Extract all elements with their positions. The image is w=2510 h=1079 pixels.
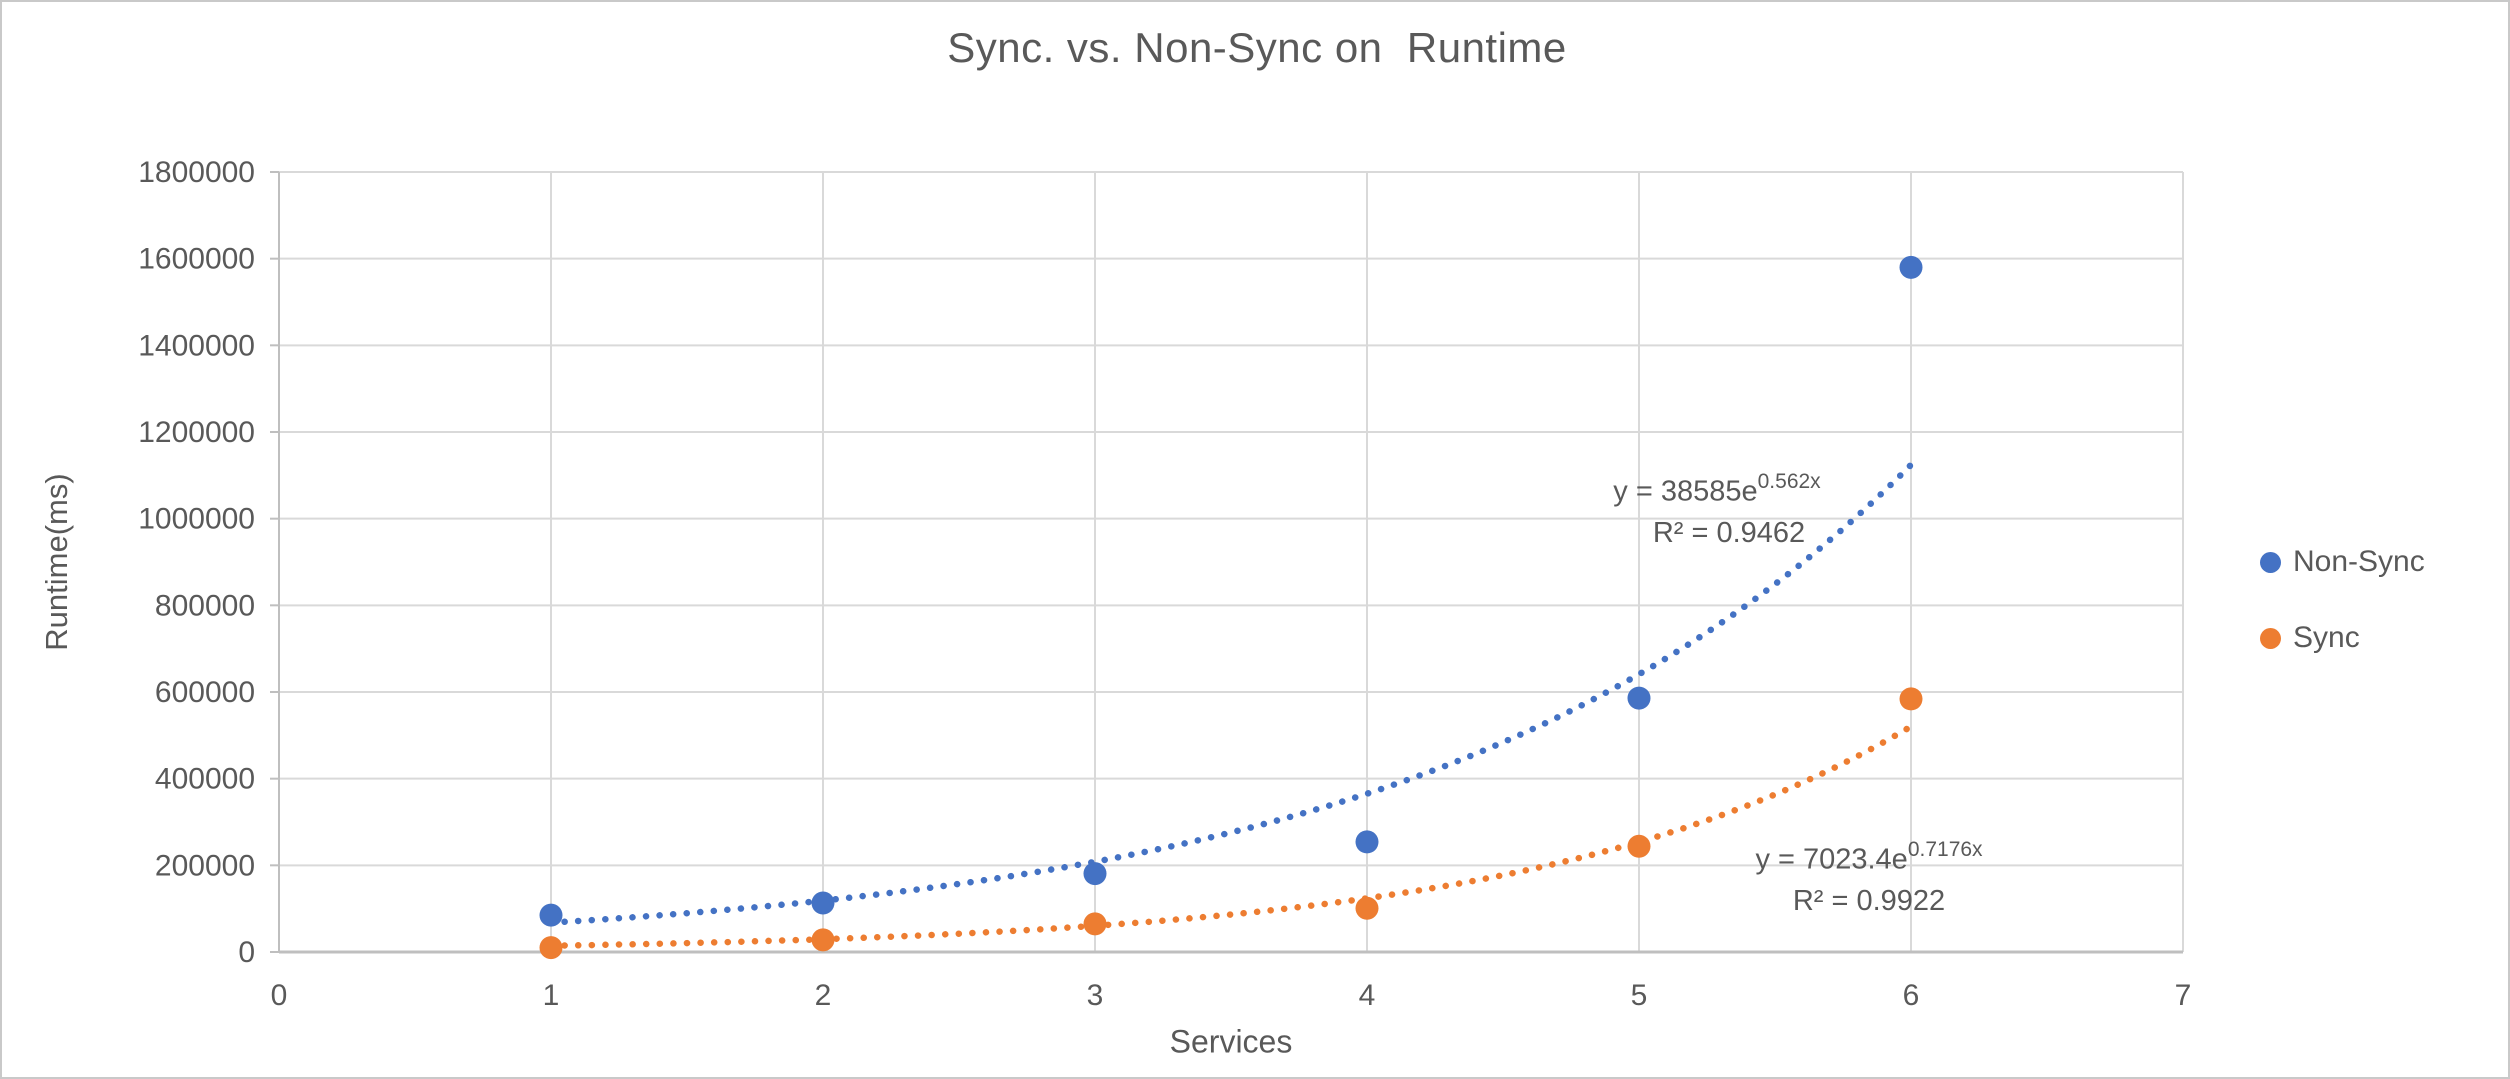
data-point-sync[interactable] [1355,896,1379,920]
legend-label: Non-Sync [2293,545,2425,578]
data-point-non-sync[interactable] [811,891,835,915]
trendline-exponent-sync: 0.7176x [1907,838,1983,861]
legend-item-non-sync[interactable]: Non-Sync [2260,540,2425,584]
x-tick-label: 6 [1903,979,1920,1012]
trendline-exponent-nonsync: 0.562x [1757,470,1821,493]
data-point-non-sync[interactable] [1899,255,1923,279]
x-tick-label: 4 [1359,979,1376,1012]
x-tick-label: 2 [815,979,832,1012]
data-point-sync[interactable] [1627,834,1651,858]
trendline-r2-sync: R² = 0.9922 [1792,884,1946,917]
data-point-sync[interactable] [811,928,835,952]
x-tick-label: 7 [2175,979,2192,1012]
x-tick-label: 0 [271,979,288,1012]
trendline-label-nonsync: y = 38585e0.562x R² = 0.9462 [1613,470,1821,550]
data-point-non-sync[interactable] [1083,862,1107,886]
y-tick-label: 1400000 [138,329,255,362]
trendline-sync[interactable] [547,723,1915,950]
x-tick-label: 5 [1631,979,1648,1012]
legend: Non-Sync Sync [2260,540,2425,692]
x-axis-title: Services [1169,1023,1293,1060]
data-point-sync[interactable] [539,936,563,960]
data-point-sync[interactable] [1899,687,1923,711]
y-tick-label: 800000 [155,589,255,622]
y-tick-label: 0 [238,936,255,969]
y-tick-label: 1800000 [138,156,255,189]
y-tick-label: 600000 [155,676,255,709]
trendline-equation-nonsync: y = 38585e0.562x [1613,470,1821,508]
data-point-non-sync[interactable] [1355,830,1379,854]
trendline-r2-nonsync: R² = 0.9462 [1652,516,1806,549]
legend-item-sync[interactable]: Sync [2260,616,2425,660]
data-point-non-sync[interactable] [539,903,563,927]
y-tick-label: 1600000 [138,243,255,276]
y-axis-title: Runtime(ms) [39,473,74,651]
y-tick-label: 1000000 [138,503,255,536]
legend-label: Sync [2293,621,2360,654]
x-tick-label: 3 [1087,979,1104,1012]
legend-bullet-icon [2260,551,2281,573]
x-tick-label: 1 [543,979,560,1012]
trendline-equation-sync: y = 7023.4e0.7176x [1755,838,1983,876]
chart-title: Sync. vs. Non-Sync on Runtime [947,24,1567,71]
trendline-non-sync[interactable] [547,456,1920,926]
y-tick-label: 400000 [155,763,255,796]
data-point-non-sync[interactable] [1627,686,1651,710]
y-tick-label: 200000 [155,849,255,882]
trendline-label-sync: y = 7023.4e0.7176x R² = 0.9922 [1755,838,1983,918]
legend-bullet-icon [2260,627,2281,649]
data-point-sync[interactable] [1083,912,1107,936]
y-tick-label: 1200000 [138,416,255,449]
